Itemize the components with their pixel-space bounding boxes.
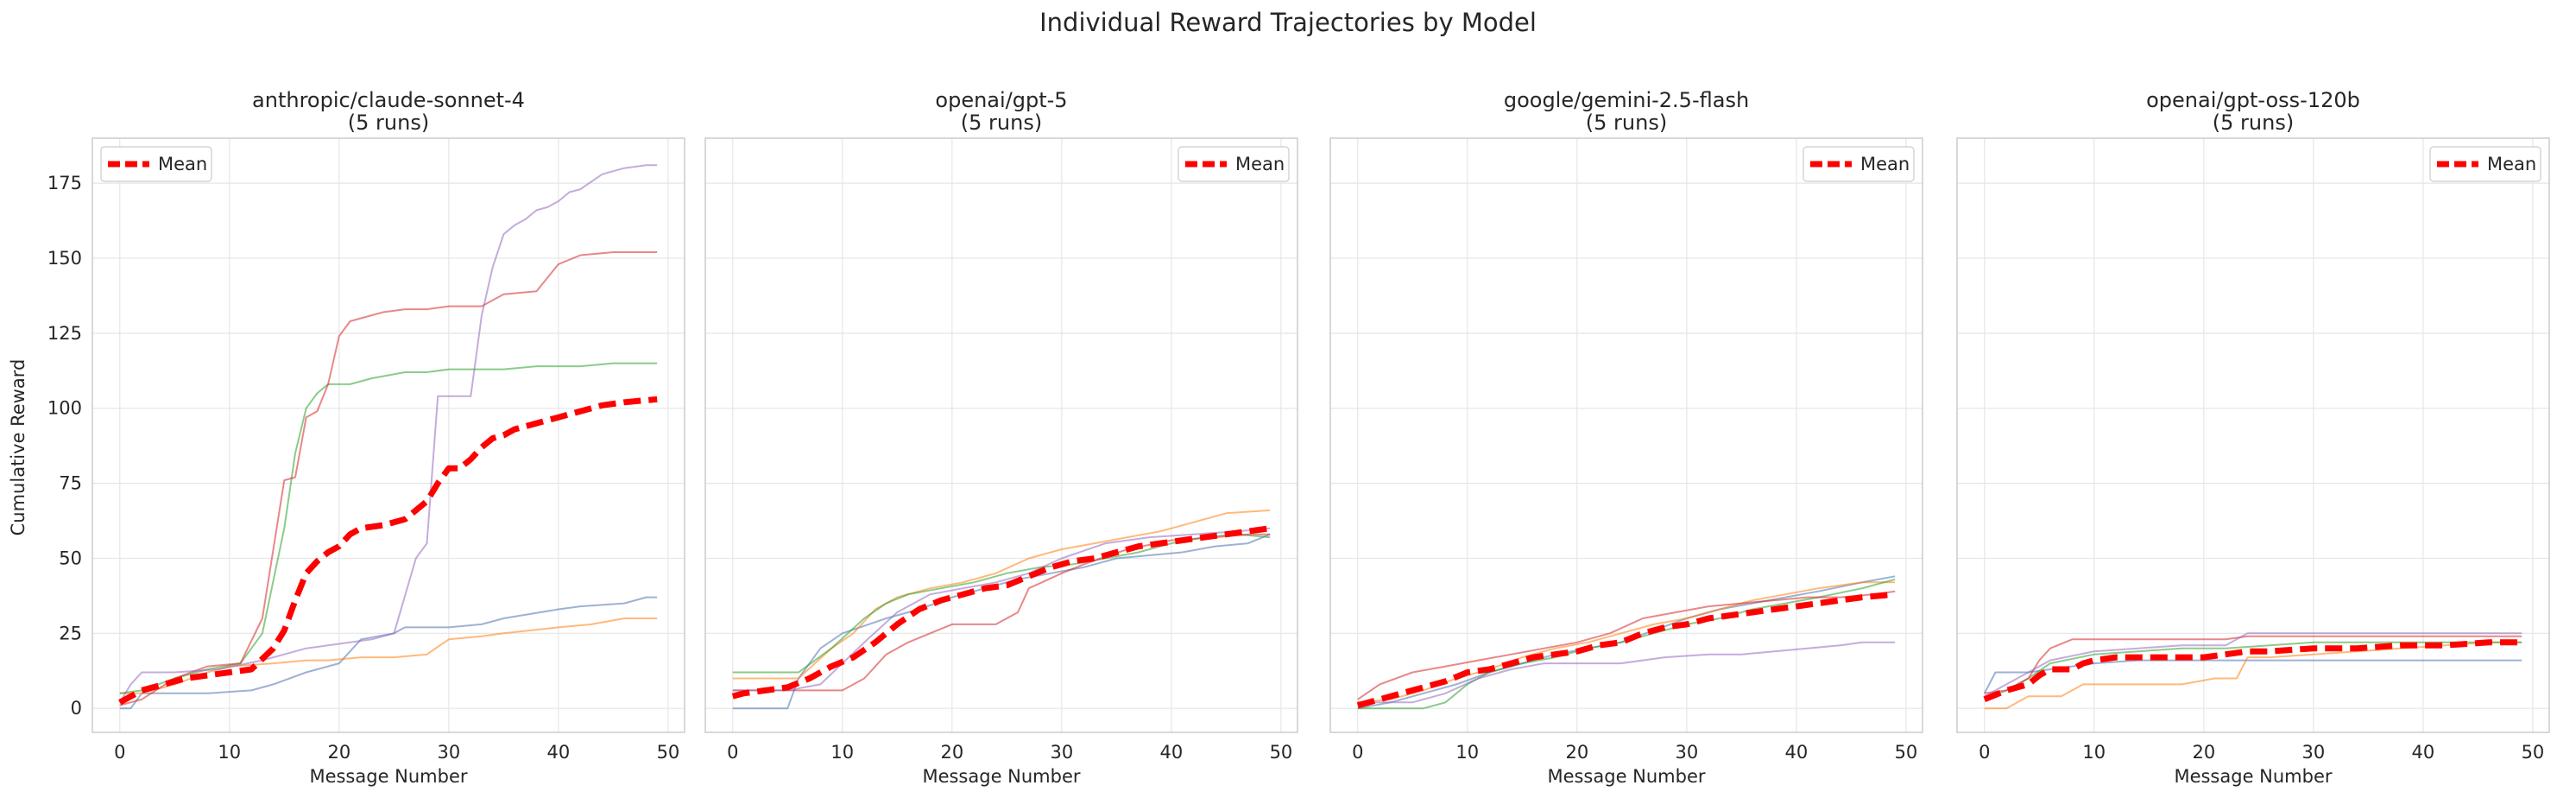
x-tick-label: 0 [727, 742, 738, 763]
legend-box [1178, 146, 1290, 182]
x-tick-label: 40 [547, 742, 571, 763]
x-tick-label: 50 [1895, 742, 1918, 763]
x-tick-label: 50 [2522, 742, 2545, 763]
x-tick-label: 0 [1352, 742, 1363, 763]
y-tick-label: 150 [47, 248, 82, 269]
run-line-2 [732, 509, 1271, 680]
x-tick-label: 40 [2412, 742, 2435, 763]
legend-box [2429, 146, 2541, 182]
legend-label: Mean [1235, 154, 1285, 174]
axes-frame [704, 137, 1298, 733]
legend-box [1803, 146, 1915, 182]
x-tick-label: 10 [2082, 742, 2106, 763]
run-line-3 [119, 362, 658, 694]
x-tick-label: 20 [940, 742, 963, 763]
panel-subtitle: (5 runs) [2213, 111, 2294, 135]
x-tick-label: 20 [327, 742, 350, 763]
run-line-5 [118, 164, 658, 703]
y-tick-label: 50 [59, 548, 82, 568]
x-tick-label: 50 [1270, 742, 1293, 763]
legend: Mean [100, 146, 212, 182]
x-tick-label: 40 [1785, 742, 1809, 763]
panel-title: google/gemini-2.5-flash [1504, 88, 1749, 112]
y-tick-label: 75 [59, 473, 82, 494]
axes-frame [1329, 137, 1923, 733]
panel-subtitle: (5 runs) [1586, 111, 1667, 135]
panels: anthropic/claude-sonnet-4(5 runs)0 10 20 30… [47, 88, 2550, 787]
x-tick-label: 30 [438, 742, 461, 763]
panel-2: openai/gpt-5(5 runs) 0 10 20 30 40 50 Message N… [704, 88, 1298, 787]
run-line-4 [119, 251, 658, 706]
y-tick-label: 100 [47, 398, 82, 419]
panel-title: openai/gpt-oss-120b [2146, 88, 2360, 112]
panel-4: openai/gpt-oss-120b(5 runs) 0 10 20 30 40 50 Me… [1956, 88, 2550, 787]
legend: Mean [1178, 146, 1290, 182]
panel-subtitle: (5 runs) [348, 111, 429, 135]
mean-line [118, 396, 658, 706]
legend: Mean [1803, 146, 1915, 182]
run-line-5 [1984, 632, 2522, 698]
mean-line [731, 525, 1271, 700]
x-tick-label: 30 [1051, 742, 1074, 763]
run-line-1 [732, 533, 1271, 710]
y-axis-label: Cumulative Reward [8, 359, 28, 536]
x-tick-label: 0 [1979, 742, 1990, 763]
y-tick-label: 125 [47, 323, 82, 344]
legend: Mean [2429, 146, 2541, 182]
x-tick-label: 30 [1676, 742, 1699, 763]
x-axis-label: Message Number [2174, 766, 2332, 787]
axes-frame [1956, 137, 2550, 733]
legend-label: Mean [2487, 154, 2536, 174]
run-line-4 [732, 533, 1271, 692]
run-line-5 [732, 527, 1271, 692]
x-axis-label: Message Number [309, 766, 467, 787]
x-tick-label: 0 [114, 742, 125, 763]
axes-frame [92, 137, 685, 733]
figure-suptitle: Individual Reward Trajectories by Model [1039, 8, 1537, 37]
panel-title: anthropic/claude-sonnet-4 [252, 88, 525, 112]
panel-title: openai/gpt-5 [935, 88, 1067, 112]
y-tick-label: 0 [71, 698, 82, 719]
x-tick-label: 10 [1455, 742, 1479, 763]
x-axis-label: Message Number [922, 766, 1080, 787]
x-tick-label: 40 [1160, 742, 1184, 763]
legend-label: Mean [158, 154, 207, 174]
mean-line [1983, 639, 2522, 703]
legend-box [100, 146, 212, 182]
y-tick-label: 25 [59, 623, 82, 643]
x-tick-label: 50 [657, 742, 680, 763]
run-line-4 [1357, 590, 1896, 700]
legend-label: Mean [1860, 154, 1910, 174]
panel-subtitle: (5 runs) [961, 111, 1042, 135]
x-tick-label: 30 [2302, 742, 2326, 763]
run-line-4 [1984, 635, 2522, 694]
y-tick-label: 175 [47, 173, 82, 193]
run-line-3 [1357, 578, 1896, 710]
panel-1: anthropic/claude-sonnet-4(5 runs) 0 10 20 30… [47, 88, 685, 787]
x-tick-label: 20 [1565, 742, 1588, 763]
x-tick-label: 20 [2192, 742, 2215, 763]
run-line-5 [1357, 641, 1896, 704]
x-tick-label: 10 [218, 742, 241, 763]
mean-line [1356, 591, 1896, 709]
x-axis-label: Message Number [1547, 766, 1705, 787]
x-tick-label: 10 [830, 742, 854, 763]
panel-3: google/gemini-2.5-flash(5 runs) 0 10 20 30 40… [1329, 88, 1923, 787]
